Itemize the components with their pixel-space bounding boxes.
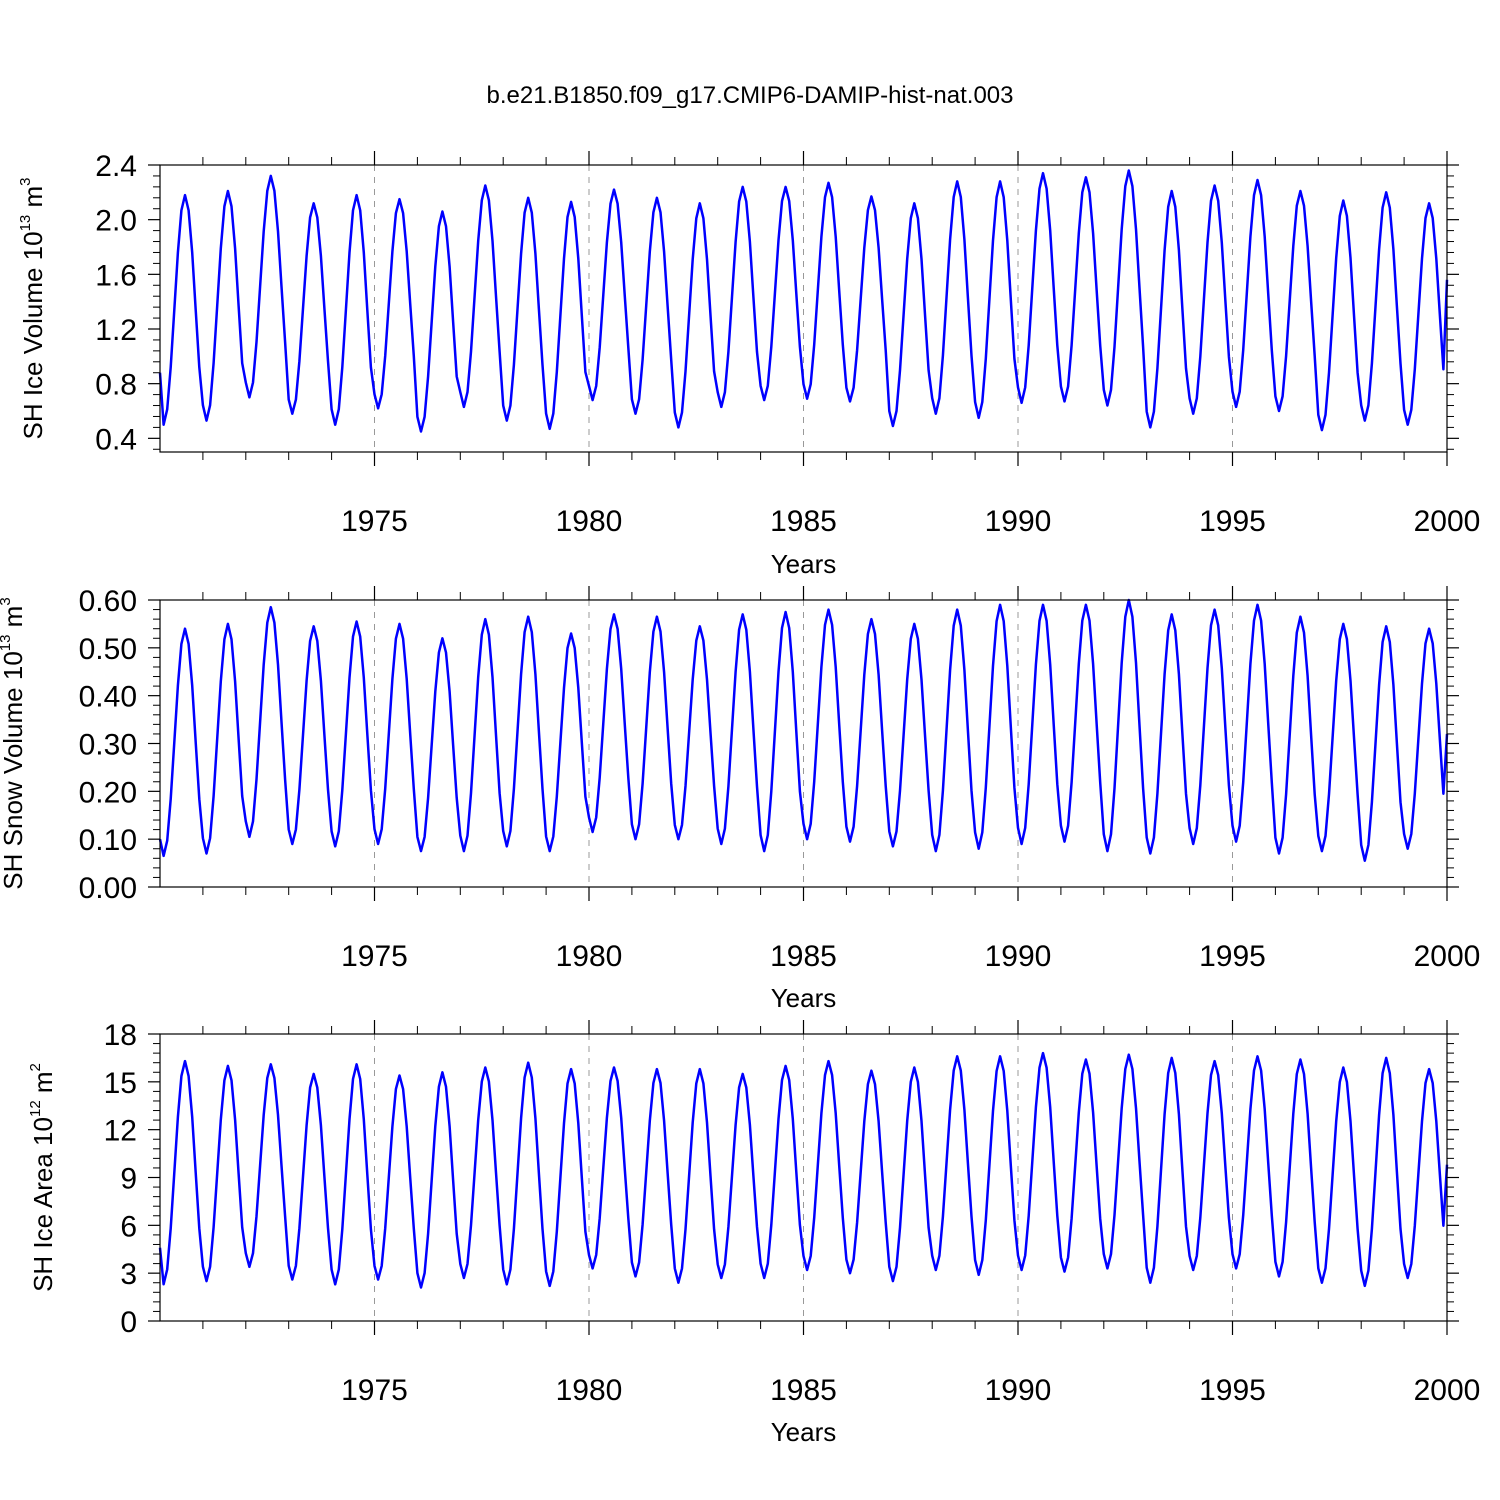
ytick-label-6: 0.60 xyxy=(79,585,137,618)
ytick-label-0: 0.00 xyxy=(79,872,137,905)
xtick-label-1985: 1985 xyxy=(770,1374,837,1407)
y-axis-label: SH Snow Volume 1013 m3 xyxy=(0,597,28,889)
series-line xyxy=(158,598,1449,862)
xtick-label-1980: 1980 xyxy=(556,505,623,538)
xtick-label-1995: 1995 xyxy=(1199,505,1266,538)
xtick-label-1975: 1975 xyxy=(341,1374,408,1407)
ytick-label-4: 2.0 xyxy=(95,205,137,238)
y-axis-label-unit-exp: 2 xyxy=(27,1063,44,1071)
xtick-label-1975: 1975 xyxy=(341,940,408,973)
ytick-label-4: 12 xyxy=(104,1115,137,1148)
xtick-label-1985: 1985 xyxy=(770,940,837,973)
y-axis-label-exp: 12 xyxy=(27,1100,44,1117)
x-axis-label: Years xyxy=(771,549,837,579)
ytick-label-2: 0.20 xyxy=(79,776,137,809)
ytick-label-1: 0.10 xyxy=(79,824,137,857)
ytick-label-5: 0.50 xyxy=(79,633,137,666)
xtick-label-1980: 1980 xyxy=(556,940,623,973)
xtick-label-1980: 1980 xyxy=(556,1374,623,1407)
x-axis-label: Years xyxy=(771,983,837,1013)
panel-snow-volume: 1975 1980 1985 1990 1995 2000 0.00 0.10 0.20 0.30… xyxy=(0,585,1480,1013)
y-axis-label-unit: m xyxy=(18,186,48,215)
xtick-label-1995: 1995 xyxy=(1199,1374,1266,1407)
ytick-label-3: 1.6 xyxy=(95,259,137,292)
xtick-label-1985: 1985 xyxy=(770,505,837,538)
ytick-label-5: 15 xyxy=(104,1067,137,1100)
xtick-label-1990: 1990 xyxy=(985,1374,1052,1407)
ytick-label-4: 0.40 xyxy=(79,681,137,714)
panel-ice-volume: 1975 1980 1985 1990 1995 2000 0.4 0.8 1.2 1.6 2.0 2… xyxy=(17,150,1480,579)
y-axis-label-prefix: SH Snow Volume 10 xyxy=(0,651,28,889)
xtick-label-1995: 1995 xyxy=(1199,940,1266,973)
y-axis-label-prefix: SH Ice Volume 10 xyxy=(18,231,48,439)
y-axis-label: SH Ice Volume 1013 m3 xyxy=(17,177,48,439)
ytick-label-0: 0.4 xyxy=(95,423,137,456)
y-axis-label-exp: 13 xyxy=(17,215,34,232)
y-axis-label-unit-exp: 3 xyxy=(17,177,34,185)
x-axis-label: Years xyxy=(771,1417,837,1447)
y-axis-label-prefix: SH Ice Area 10 xyxy=(28,1117,58,1292)
series-line xyxy=(158,1051,1449,1289)
ytick-label-0: 0 xyxy=(120,1306,137,1339)
xtick-label-2000: 2000 xyxy=(1414,940,1481,973)
xtick-label-1990: 1990 xyxy=(985,505,1052,538)
y-axis-label-exp: 13 xyxy=(0,635,14,652)
figure-title: b.e21.B1850.f09_g17.CMIP6-DAMIP-hist-nat… xyxy=(487,82,1014,109)
xtick-label-1975: 1975 xyxy=(341,505,408,538)
y-axis-label-unit: m xyxy=(0,606,28,635)
y-axis-label: SH Ice Area 1012 m2 xyxy=(27,1063,58,1292)
xtick-label-1990: 1990 xyxy=(985,940,1052,973)
panel-ice-area: 1975 1980 1985 1990 1995 2000 0 3 6 9 12 15 18 Years S… xyxy=(27,1019,1480,1447)
y-axis-label-unit-exp: 3 xyxy=(0,597,14,605)
ytick-label-3: 9 xyxy=(120,1163,137,1196)
ytick-label-2: 1.2 xyxy=(95,314,137,347)
series-line xyxy=(158,169,1449,433)
ytick-label-1: 0.8 xyxy=(95,369,137,402)
ytick-label-2: 6 xyxy=(120,1210,137,1243)
xtick-label-2000: 2000 xyxy=(1414,1374,1481,1407)
xtick-label-2000: 2000 xyxy=(1414,505,1481,538)
ytick-label-6: 18 xyxy=(104,1019,137,1052)
ytick-label-5: 2.4 xyxy=(95,150,137,183)
y-axis-label-unit: m xyxy=(28,1071,58,1100)
ytick-label-1: 3 xyxy=(120,1258,137,1291)
ytick-label-3: 0.30 xyxy=(79,729,137,762)
